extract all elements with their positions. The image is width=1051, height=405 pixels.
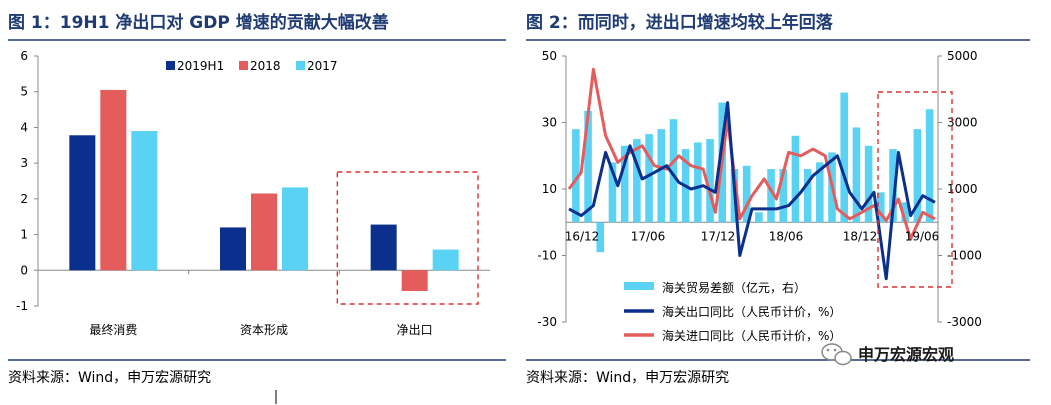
chart1-bar xyxy=(432,249,459,271)
chart2-bar xyxy=(645,134,653,223)
chart2-x-tick-label: 17/12 xyxy=(701,229,736,243)
chart2-source: 资料来源：Wind，申万宏源研究 xyxy=(526,370,729,386)
chart2-bar xyxy=(791,135,800,223)
chart2-bar xyxy=(889,149,897,223)
chart2-legend-item: 海关出口同比（人民币计价，%） xyxy=(624,304,841,319)
chart1-plot: -1 0 1 2 3 4 5 6 最终消费 资本形成 净出口 2019H1 2018 2017 xyxy=(16,49,490,337)
chart2-bar xyxy=(742,165,751,223)
chart2-bar xyxy=(925,109,934,223)
chart2-bar xyxy=(755,212,763,223)
chart1-category-label: 最终消费 xyxy=(89,322,137,337)
chart1-bar xyxy=(401,270,428,291)
chart2-bar xyxy=(669,119,678,223)
chart2-bar xyxy=(657,129,666,223)
chart1-category-label: 资本形成 xyxy=(240,323,288,337)
chart2-right-tick-label: 1000 xyxy=(947,182,978,196)
chart2-x-tick-label: 16/12 xyxy=(565,229,600,243)
chart2-legend-swatch xyxy=(624,282,654,290)
chart2-right-tick-label: 3000 xyxy=(947,116,978,130)
chart1-source: 资料来源：Wind，申万宏源研究 xyxy=(8,370,211,386)
chart2-left-tick-label: 50 xyxy=(542,49,557,63)
chart1-y-tick-label: 5 xyxy=(20,85,28,99)
chart2-x-tick-label: 19/06 xyxy=(905,229,940,243)
chart2-left-tick-label: -30 xyxy=(537,315,557,329)
watermark-text: 申万宏源宏观 xyxy=(858,345,954,364)
chart2-left-tick-label: 10 xyxy=(542,182,557,196)
chart1-title: 图 1：19H1 净出口对 GDP 增速的贡献大幅改善 xyxy=(8,12,389,33)
chart2-bar xyxy=(633,139,641,223)
chart2-bar xyxy=(864,145,873,223)
chart1-bar xyxy=(131,131,158,271)
chart2-legend-label: 海关进口同比（人民币计价，%） xyxy=(662,328,841,343)
chart2-bar xyxy=(901,202,909,223)
chart2-bar xyxy=(584,110,592,223)
chart1-y-tick-label: 6 xyxy=(20,49,28,63)
chart2-bar xyxy=(572,129,580,223)
chart2-bar xyxy=(803,169,812,223)
chart1-legend-swatch xyxy=(239,61,248,70)
chart2-bar xyxy=(779,169,788,223)
chart1-bar xyxy=(251,193,277,271)
chart2-series-line xyxy=(568,101,936,281)
chart2-plot: 50 30 10 -10 -30 5000 3000 1000 -1000 -3000 16/12 1… xyxy=(537,49,981,343)
chart1-y-tick-label: 2 xyxy=(20,192,28,206)
chart1-y-tick-label: 4 xyxy=(20,120,28,134)
chart2-x-tick-label: 17/06 xyxy=(631,229,666,243)
chart2-bar xyxy=(816,162,824,223)
chart2-title: 图 2：而同时，进出口增速均较上年回落 xyxy=(526,12,834,33)
chart1-legend-swatch xyxy=(166,61,175,70)
chart1-bar xyxy=(100,89,127,271)
chart1-y-tick-label: -1 xyxy=(16,299,28,313)
chart1-y-tick-label: 3 xyxy=(20,156,28,170)
chart2-x-tick-label: 18/12 xyxy=(843,229,878,243)
chart2-right-tick-label: 5000 xyxy=(947,49,978,63)
chart1-y-tick-label: 0 xyxy=(20,263,28,277)
chart2-left-tick-label: 30 xyxy=(542,116,557,130)
chart2-x-tick-label: 18/06 xyxy=(769,229,804,243)
chart1-bar xyxy=(69,135,96,271)
chart2-right-tick-label: -1000 xyxy=(947,249,982,263)
chart2-bar xyxy=(608,162,617,223)
chart2-legend-item: 海关贸易差额（亿元，右） xyxy=(622,280,806,295)
chart1-legend-label: 2019H1 xyxy=(177,59,224,73)
chart1-bar xyxy=(220,227,246,271)
chart2-legend-label: 海关出口同比（人民币计价，%） xyxy=(662,304,841,319)
chart2-bar xyxy=(767,169,775,223)
chart2-highlight-box xyxy=(877,91,953,288)
chart2-bar xyxy=(877,192,885,223)
chart2-legend-label: 海关贸易差额（亿元，右） xyxy=(662,280,806,295)
chart2-right-tick-label: -3000 xyxy=(947,315,982,329)
chart1-bar xyxy=(370,224,397,271)
chart2-left-tick-label: -10 xyxy=(537,249,557,263)
chart1-highlight-box xyxy=(336,171,479,305)
chart2-bar xyxy=(840,92,848,223)
chart1-category-label: 净出口 xyxy=(397,323,433,337)
chart2-bar xyxy=(913,129,922,223)
chart1-legend-label: 2017 xyxy=(307,59,338,73)
chart2-bar xyxy=(706,139,714,223)
chart2-bar xyxy=(596,222,605,253)
chart2-series-line xyxy=(567,67,936,241)
chart1-legend-label: 2018 xyxy=(250,59,281,73)
chart1-y-tick-label: 1 xyxy=(20,228,28,242)
chart2-bar xyxy=(852,127,861,223)
watermark: 申万宏源宏观 xyxy=(821,343,954,366)
wechat-icon xyxy=(821,343,852,366)
chart1-legend-swatch xyxy=(296,61,305,70)
chart2-bar xyxy=(620,145,629,223)
chart2-bar xyxy=(694,142,702,223)
chart2-legend-item: 海关进口同比（人民币计价，%） xyxy=(624,328,841,343)
chart1-bar xyxy=(282,187,308,271)
